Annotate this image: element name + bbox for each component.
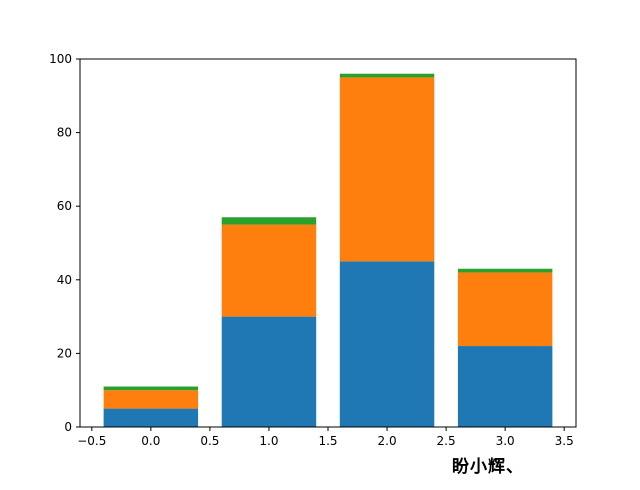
y-tick-label: 80	[57, 126, 72, 140]
x-tick-label: 2.0	[378, 434, 397, 448]
plot-frame	[79, 58, 577, 428]
bar-1-series-0	[221, 316, 317, 427]
y-tick-label: 40	[57, 273, 72, 287]
x-tick-label: 1.5	[318, 434, 337, 448]
x-tick-label: 0.5	[200, 434, 219, 448]
bar-0-series-2	[103, 386, 199, 391]
x-tick-label: 3.0	[496, 434, 515, 448]
x-tick-label: 1.0	[259, 434, 278, 448]
watermark-text: 盼小辉、	[452, 457, 524, 477]
bar-3-series-1	[457, 272, 553, 347]
y-tick-label: 100	[49, 52, 72, 66]
x-tick-label: 0.0	[141, 434, 160, 448]
y-tick-label: 60	[57, 199, 72, 213]
bar-1-series-2	[221, 217, 317, 225]
y-tick-label: 0	[64, 420, 72, 434]
bars-group	[103, 73, 553, 427]
x-tick-label: 3.5	[555, 434, 574, 448]
y-tick-label: 20	[57, 346, 72, 360]
bar-1-series-1	[221, 224, 317, 317]
y-axis-ticks: 0 20 40 60 80 100	[49, 52, 80, 434]
x-tick-label: −0.5	[77, 434, 106, 448]
x-tick-label: 2.5	[437, 434, 456, 448]
bar-3-series-0	[457, 346, 553, 427]
bar-2-series-0	[339, 261, 435, 427]
bar-3-series-2	[457, 268, 553, 273]
bar-0-series-1	[103, 390, 199, 409]
bar-0-series-0	[103, 408, 199, 427]
bar-2-series-2	[339, 73, 435, 78]
x-axis-ticks: −0.5 0.0 0.5 1.0 1.5 2.0 2.5 3.0 3.5	[77, 427, 574, 448]
bar-2-series-1	[339, 77, 435, 262]
